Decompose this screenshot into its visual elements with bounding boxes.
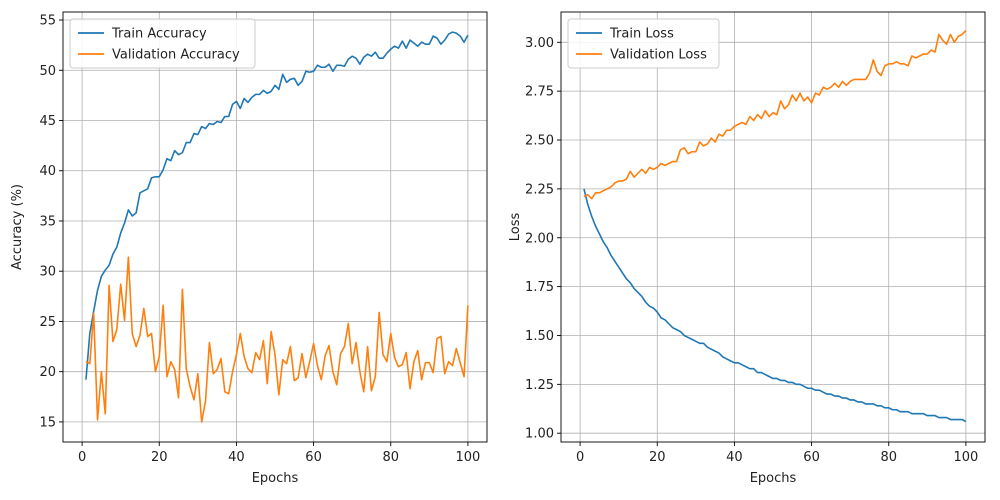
series-line-train-loss bbox=[583, 188, 967, 423]
y-tick-label: 2.50 bbox=[525, 134, 554, 149]
y-tick-label: 30 bbox=[39, 265, 56, 280]
y-tick-label: 15 bbox=[39, 415, 56, 430]
legend-box bbox=[567, 18, 720, 69]
y-tick-label: 2.75 bbox=[525, 85, 554, 100]
loss-chart: 0 20 40 60 80 100 1.00 1.25 1.50 1.75 2.00 2.25 2.50… bbox=[508, 11, 986, 486]
y-tick-label: 45 bbox=[39, 114, 56, 129]
y-tick-label: 1.75 bbox=[525, 280, 554, 295]
y-tick-label: 1.25 bbox=[525, 378, 554, 393]
y-tick-label: 25 bbox=[39, 315, 56, 330]
x-tick-label: 60 bbox=[305, 450, 322, 465]
legend-box bbox=[69, 18, 256, 69]
x-axis-label: Epochs bbox=[252, 471, 299, 486]
y-axis-label: Accuracy (%) bbox=[10, 184, 25, 270]
x-axis-label: Epochs bbox=[750, 471, 797, 486]
y-tick-label: 35 bbox=[39, 214, 56, 229]
y-tick-label: 2.00 bbox=[525, 231, 554, 246]
legend-label: Train Accuracy bbox=[111, 27, 207, 42]
y-tick-label: 40 bbox=[39, 164, 56, 179]
x-tick-label: 20 bbox=[649, 450, 666, 465]
x-tick-label: 60 bbox=[803, 450, 820, 465]
x-tick-label: 40 bbox=[228, 450, 245, 465]
y-tick-label: 1.00 bbox=[525, 427, 554, 442]
y-tick-label: 20 bbox=[39, 365, 56, 380]
y-tick-label: 1.50 bbox=[525, 329, 554, 344]
x-tick-label: 100 bbox=[953, 450, 978, 465]
x-tick-label: 0 bbox=[78, 450, 86, 465]
x-tick-label: 100 bbox=[455, 450, 480, 465]
legend-label: Validation Accuracy bbox=[112, 48, 240, 63]
series-line-train-accuracy bbox=[85, 31, 469, 380]
plot-frame bbox=[62, 11, 488, 443]
x-tick-label: 80 bbox=[382, 450, 399, 465]
accuracy-chart: 0 20 40 60 80 100 15 20 25 30 35 40 45 50 55 Epochs Accu… bbox=[10, 11, 488, 486]
x-tick-label: 20 bbox=[151, 450, 168, 465]
series-line-validation-loss bbox=[583, 30, 967, 200]
y-tick-label: 3.00 bbox=[525, 36, 554, 51]
y-tick-label: 2.25 bbox=[525, 182, 554, 197]
legend-label: Train Loss bbox=[609, 27, 674, 42]
plot-frame bbox=[560, 11, 986, 443]
y-tick-label: 55 bbox=[39, 14, 56, 29]
x-tick-label: 40 bbox=[726, 450, 743, 465]
y-tick-label: 50 bbox=[39, 64, 56, 79]
x-tick-label: 0 bbox=[576, 450, 584, 465]
legend-label: Validation Loss bbox=[610, 48, 707, 63]
x-tick-label: 80 bbox=[880, 450, 897, 465]
series-line-validation-accuracy bbox=[85, 256, 469, 423]
y-axis-label: Loss bbox=[508, 213, 523, 242]
